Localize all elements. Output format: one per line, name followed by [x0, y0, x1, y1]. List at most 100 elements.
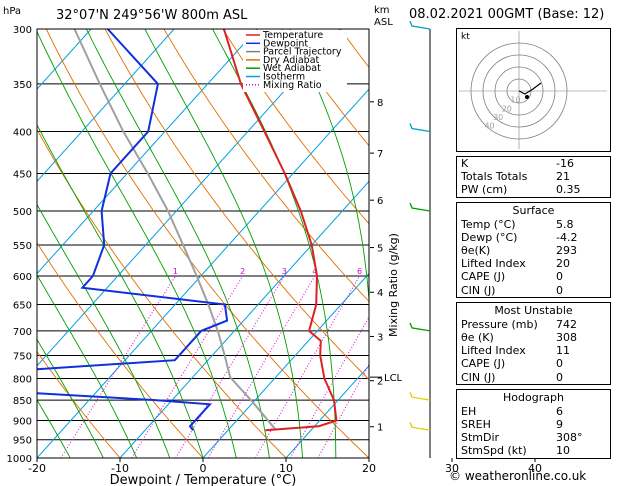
- table-row: StmDir 308°: [457, 431, 610, 444]
- km-tick-label: 1: [377, 423, 383, 434]
- isotherm-line: [37, 88, 369, 458]
- row-value: 0: [556, 270, 563, 284]
- km-tick-label: 7: [377, 149, 383, 160]
- row-value: -16: [556, 157, 574, 170]
- wet-adiabat-line: [37, 203, 171, 458]
- isotherm-line: [37, 29, 175, 183]
- hodograph-ring-label: 40: [484, 122, 494, 131]
- legend-entry: Parcel Trajectory: [263, 47, 342, 58]
- mixing-ratio-label: 1: [173, 267, 178, 276]
- lcl-label: LCL: [384, 373, 403, 384]
- most-unstable-table: Most Unstable Pressure (mb) 742 θe (K) 308 L…: [456, 301, 611, 385]
- isotherm-line: [285, 365, 369, 458]
- copyright: © weatheronline.co.uk: [449, 469, 587, 483]
- mixing-ratio-label: 10: [413, 267, 423, 276]
- row-value: 308: [556, 331, 577, 345]
- legend-entry: Dry Adiabat: [263, 55, 320, 66]
- table-row: θe (K) 308: [457, 331, 610, 344]
- pressure-tick-label: 700: [13, 327, 32, 338]
- isotherm-line: [37, 29, 341, 367]
- wet-adiabat-line: [37, 338, 104, 458]
- wind-barb: [409, 20, 431, 30]
- table-row: Temp (°C) 5.8: [457, 218, 610, 231]
- pressure-tick-label: 650: [13, 301, 32, 312]
- isotherm-line: [37, 29, 258, 275]
- legend-entry: Wet Adiabat: [263, 63, 321, 74]
- wind-barb: [409, 391, 431, 401]
- legend-entry: Mixing Ratio: [263, 80, 322, 91]
- wet-adiabat-line: [37, 30, 237, 458]
- row-label: CAPE (J): [461, 357, 506, 371]
- hodograph-ring-label: 20: [502, 104, 512, 113]
- wind-barb: [409, 123, 431, 133]
- mixing-ratio-label: 6: [357, 267, 362, 276]
- hpa-axis-label: hPa: [3, 6, 21, 17]
- pressure-tick-label: 300: [13, 25, 32, 36]
- row-label: θe(K): [461, 244, 491, 258]
- table-row: Lifted Index 20: [457, 257, 610, 270]
- table-row: Pressure (mb) 742: [457, 318, 610, 331]
- pressure-tick-label: 350: [13, 80, 32, 91]
- mixing-ratio-line: [317, 363, 369, 458]
- pressure-tick-label: 900: [13, 416, 32, 427]
- dewpoint-line: [37, 29, 229, 431]
- row-value: 308°: [556, 431, 583, 445]
- most-unstable-title: Most Unstable: [494, 303, 573, 317]
- row-label: K: [461, 157, 469, 170]
- date-label: 08.02.2021 00GMT (Base: 12): [409, 7, 605, 22]
- row-value: 0: [556, 357, 563, 371]
- km-tick-label: 4: [377, 288, 383, 299]
- km-tick-label: 6: [377, 196, 383, 207]
- mixing-ratio-label: 3: [282, 267, 287, 276]
- legend-entry: Dewpoint: [263, 38, 308, 49]
- dry-adiabat-line: [163, 29, 369, 303]
- row-label: Totals Totals: [461, 170, 528, 184]
- x-tick-label: 30: [445, 462, 459, 475]
- row-label: Temp (°C): [461, 217, 516, 231]
- row-value: -4.2: [556, 230, 578, 244]
- mixing-ratio-line: [175, 275, 285, 458]
- table-row: Dewp (°C) -4.2: [457, 231, 610, 244]
- dry-adiabat-line: [222, 29, 369, 225]
- mixing-ratio-line: [370, 276, 467, 458]
- legend-entry: Temperature: [262, 30, 323, 41]
- table-row: CIN (J) 0: [457, 371, 610, 384]
- row-value: 6: [556, 404, 563, 418]
- mixing-ratio-line: [60, 275, 176, 458]
- table-row: Totals Totals 21: [457, 170, 610, 183]
- location-label: 32°07'N 249°56'W 800m ASL: [56, 8, 248, 23]
- x-tick-label: 20: [362, 462, 376, 475]
- row-value: 9: [556, 418, 563, 432]
- row-value: 20: [556, 257, 570, 271]
- pressure-tick-label: 800: [13, 374, 32, 385]
- table-row: Lifted Index 11: [457, 344, 610, 357]
- table-row: StmSpd (kt) 10: [457, 444, 610, 457]
- row-label: StmSpd (kt): [461, 444, 527, 458]
- wind-barb: [409, 421, 431, 431]
- hodograph-ring-label: 30: [493, 113, 503, 122]
- hodograph-unit-label: kt: [461, 32, 470, 42]
- indices-table: K -16 Totals Totals 21 PW (cm) 0.35: [456, 156, 611, 198]
- row-label: CAPE (J): [461, 270, 506, 284]
- wet-adiabat-line: [144, 29, 304, 458]
- km-tick-label: 5: [377, 244, 383, 255]
- km-tick-label: 3: [377, 332, 383, 343]
- row-value: 0: [556, 283, 563, 297]
- table-row: SREH 9: [457, 418, 610, 431]
- isotherm-line: [119, 180, 369, 458]
- dry-adiabat-line: [37, 128, 287, 458]
- plot-area: 1 2 3 4 6 8 10 15 20 25: [37, 29, 467, 458]
- row-label: Pressure (mb): [461, 317, 538, 331]
- x-tick-label: -20: [28, 462, 46, 475]
- pressure-tick-label: 400: [13, 128, 32, 139]
- row-value: 0.35: [556, 183, 581, 197]
- hodograph-panel: 10 20 30 40 kt: [456, 28, 611, 152]
- row-label: Lifted Index: [461, 257, 526, 271]
- index-tables: K -16 Totals Totals 21 PW (cm) 0.35 Surface T…: [456, 156, 611, 463]
- pressure-tick-label: 550: [13, 241, 32, 252]
- row-value: 5.8: [556, 217, 574, 231]
- pressure-tick-label: 500: [13, 207, 32, 218]
- storm-motion-marker: [525, 95, 529, 99]
